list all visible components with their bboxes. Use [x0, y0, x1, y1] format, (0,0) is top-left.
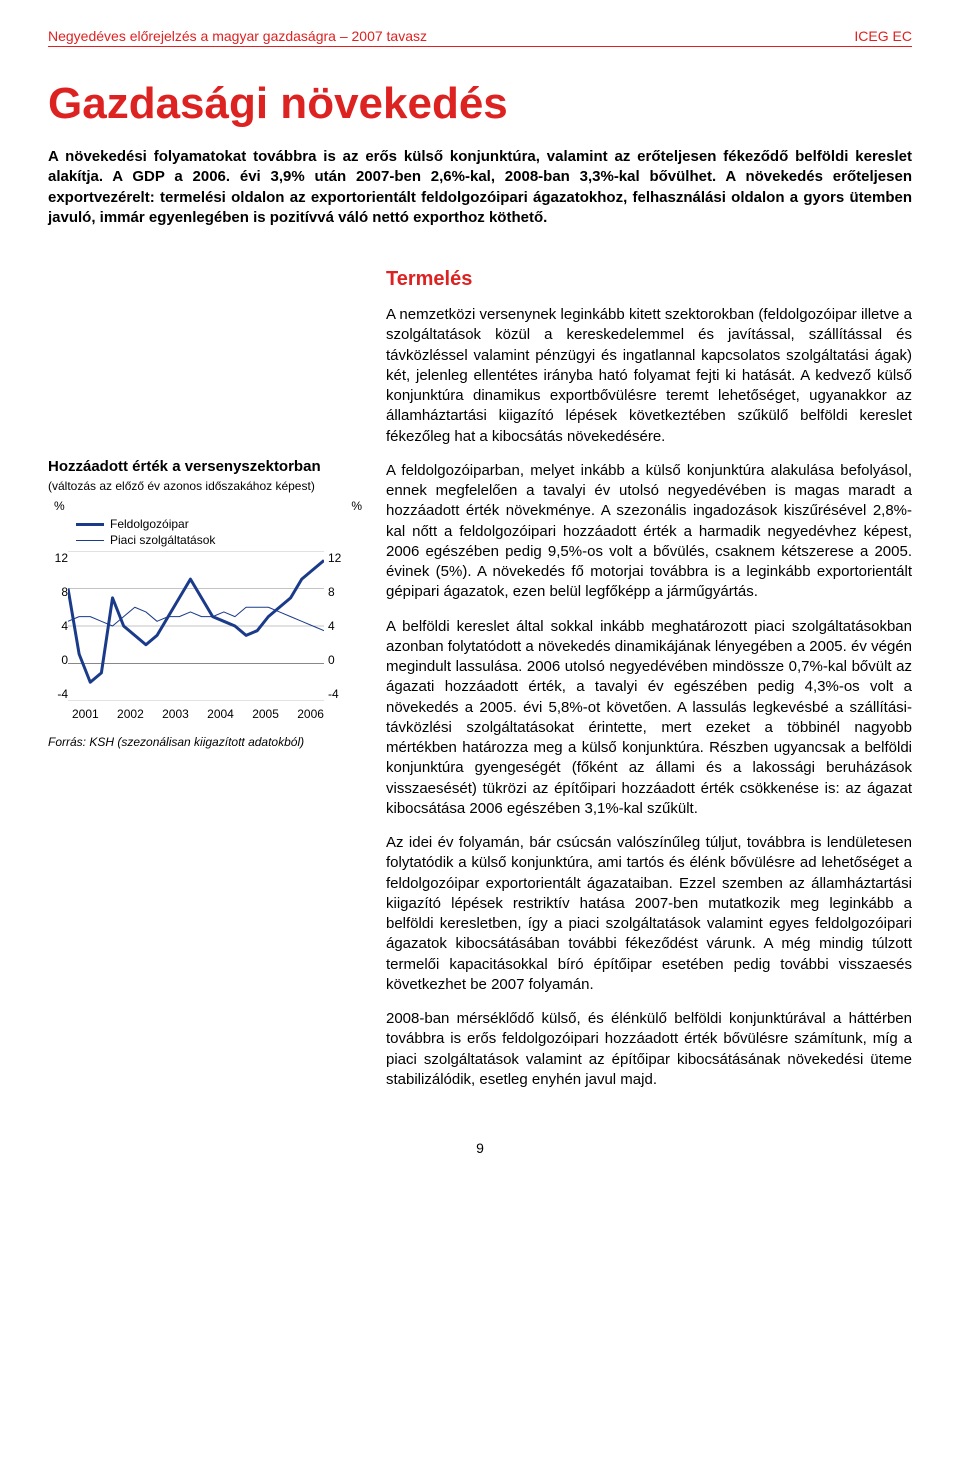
chart-plot: 12840-4 12840-4 — [48, 551, 348, 701]
legend-swatch — [76, 523, 104, 526]
y-axis-left: 12840-4 — [48, 551, 68, 701]
body-paragraph: 2008-ban mérséklődő külső, és élénkülő b… — [386, 1009, 912, 1090]
body-paragraph: A feldolgozóiparban, melyet inkább a kül… — [386, 461, 912, 603]
legend-item: Feldolgozóipar — [76, 517, 368, 531]
page-number: 9 — [48, 1140, 912, 1156]
legend-label: Feldolgozóipar — [110, 517, 189, 531]
legend-label: Piaci szolgáltatások — [110, 533, 215, 547]
header-right: ICEG EC — [854, 28, 912, 44]
body-paragraph: Az idei év folyamán, bár csúcsán valószí… — [386, 833, 912, 995]
chart-subtitle: (változás az előző év azonos időszakához… — [48, 479, 368, 493]
intro-paragraph: A növekedési folyamatokat továbbra is az… — [48, 147, 912, 228]
body-text: Termelés A nemzetközi versenynek leginká… — [386, 268, 912, 1104]
x-axis: 200120022003200420052006 — [48, 703, 328, 721]
header-left: Negyedéves előrejelzés a magyar gazdaság… — [48, 28, 427, 44]
legend-swatch — [76, 540, 104, 541]
page-header: Negyedéves előrejelzés a magyar gazdaság… — [48, 28, 912, 47]
chart-panel: Hozzáadott érték a versenyszektorban (vá… — [48, 268, 368, 749]
body-paragraph: A belföldi kereslet által sokkal inkább … — [386, 617, 912, 820]
y-axis-right: 12840-4 — [328, 551, 348, 701]
section-title: Termelés — [386, 268, 912, 291]
body-paragraph: A nemzetközi versenynek leginkább kitett… — [386, 305, 912, 447]
chart-source: Forrás: KSH (szezonálisan kiigazított ad… — [48, 735, 368, 749]
y-unit-left: % — [54, 499, 65, 513]
chart-svg — [68, 551, 324, 701]
legend-item: Piaci szolgáltatások — [76, 533, 368, 547]
y-unit-right: % — [351, 499, 362, 513]
chart-legend: Feldolgozóipar Piaci szolgáltatások — [76, 517, 368, 547]
chart-title: Hozzáadott érték a versenyszektorban — [48, 458, 368, 475]
page-title: Gazdasági növekedés — [48, 79, 912, 129]
